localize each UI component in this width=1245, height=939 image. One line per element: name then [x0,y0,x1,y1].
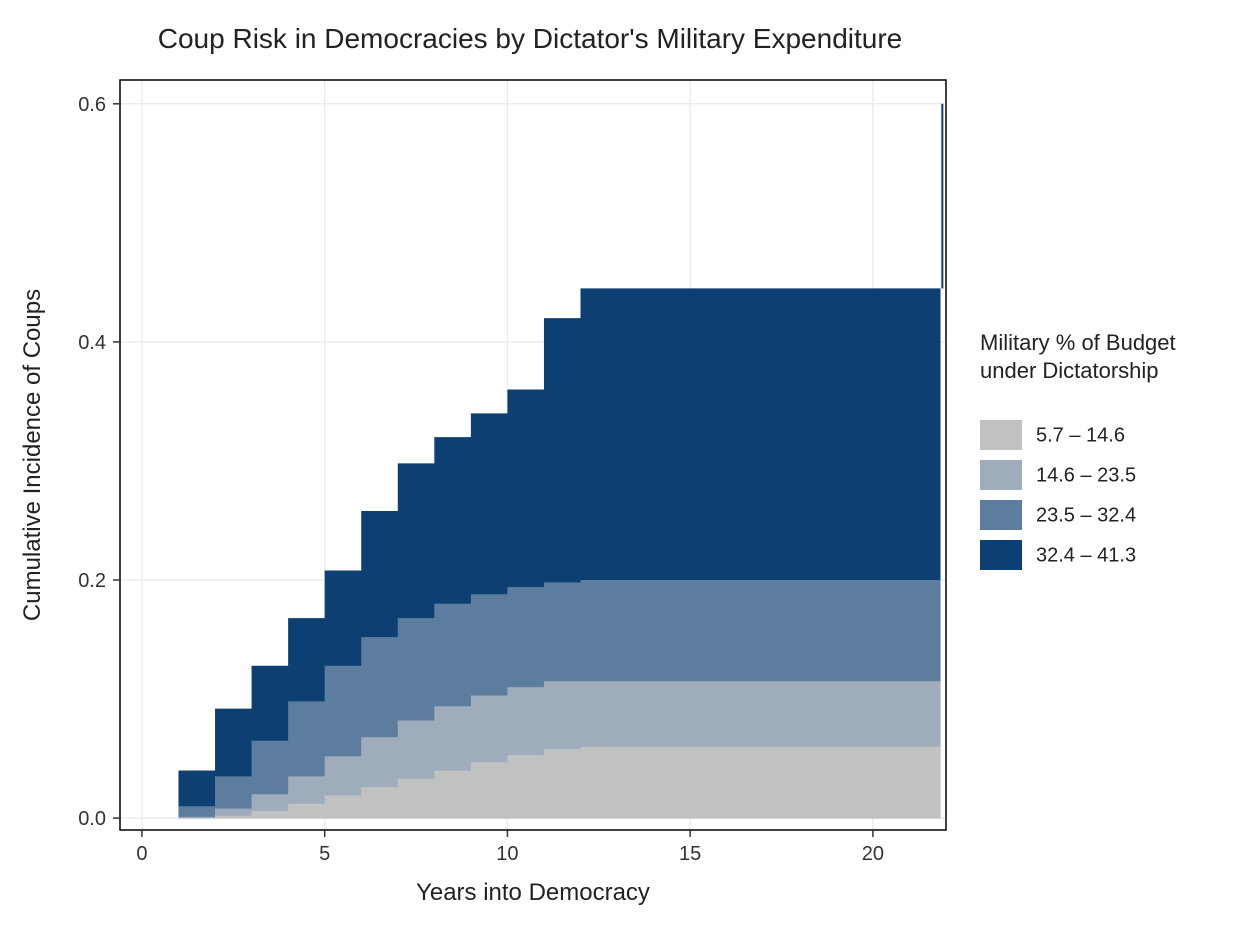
legend-label: 32.4 – 41.3 [1036,545,1136,567]
x-tick-label: 0 [136,843,147,865]
y-tick-label: 0.2 [78,570,106,592]
x-tick-label: 20 [862,843,884,865]
x-axis-label: Years into Democracy [416,879,650,906]
legend-swatch [980,500,1022,530]
plot-area: 0 5 10 15 20 0.0 0.2 0.4 0.6 [78,80,946,865]
legend-item: 32.4 – 41.3 [980,540,1136,570]
legend-swatch [980,540,1022,570]
x-tick-label: 5 [319,843,330,865]
x-tick-label: 15 [679,843,701,865]
legend-title-line: under Dictatorship [980,358,1159,383]
x-tick-label: 10 [496,843,518,865]
legend-item: 14.6 – 23.5 [980,460,1136,490]
legend-swatch [980,420,1022,450]
coup-risk-chart: Coup Risk in Democracies by Dictator's M… [0,0,1245,939]
legend-item: 23.5 – 32.4 [980,500,1136,530]
legend-item: 5.7 – 14.6 [980,420,1125,450]
chart-title: Coup Risk in Democracies by Dictator's M… [158,23,903,54]
legend-swatch [980,460,1022,490]
legend-label: 5.7 – 14.6 [1036,425,1125,447]
y-tick-label: 0.6 [78,94,106,116]
y-tick-label: 0.0 [78,808,106,830]
y-tick-label: 0.4 [78,332,106,354]
chart-container: { "chart": { "type": "step-area", "title… [0,0,1245,939]
legend-label: 14.6 – 23.5 [1036,465,1136,487]
legend-title-line: Military % of Budget [980,330,1176,355]
y-axis-label: Cumulative Incidence of Coups [19,289,46,621]
legend-label: 23.5 – 32.4 [1036,505,1136,527]
